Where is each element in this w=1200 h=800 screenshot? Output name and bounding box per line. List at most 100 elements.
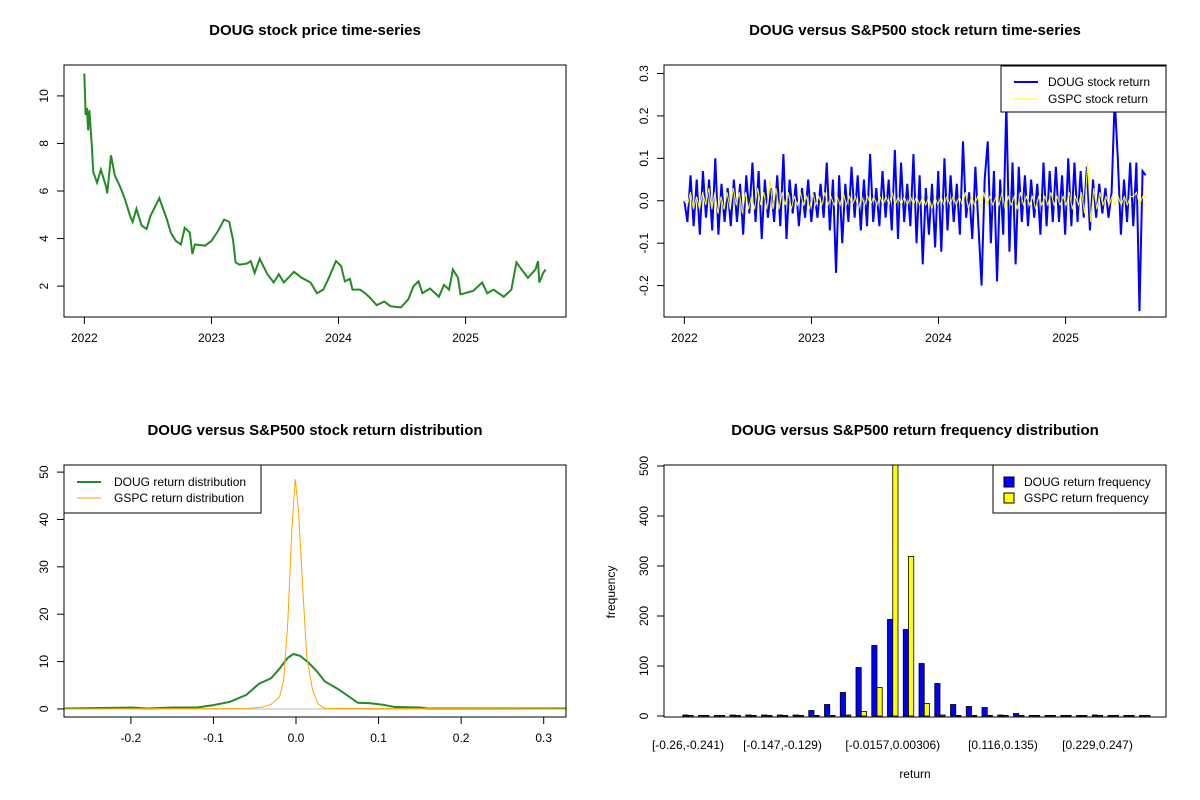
x-tick-label: 0.0	[288, 731, 305, 745]
gspc-frequency-bar	[782, 715, 789, 717]
legend-swatch-icon	[1003, 476, 1015, 488]
gspc-frequency-bar	[703, 715, 710, 717]
doug-frequency-bar	[855, 667, 862, 717]
doug-frequency-bar	[824, 704, 831, 717]
y-tick-label: 0.3	[637, 65, 651, 82]
doug-frequency-bar	[1028, 715, 1035, 717]
plot-frame	[63, 64, 567, 318]
doug-frequency-bar	[1013, 713, 1020, 717]
legend-box	[63, 464, 262, 514]
doug-frequency-bar	[981, 707, 988, 717]
gspc-frequency-bar	[719, 715, 726, 717]
legend-label: DOUG stock return	[1048, 75, 1150, 89]
gspc-frequency-bar	[845, 714, 852, 717]
x-tick-label: 2022	[71, 331, 98, 345]
x-tick-label: [-0.0157,0.00306)	[845, 738, 940, 752]
x-tick-label: [-0.26,-0.241)	[652, 738, 724, 752]
x-tick-label: 2023	[198, 331, 225, 345]
doug-frequency-bar	[1076, 715, 1083, 717]
doug-frequency-bar	[950, 704, 957, 717]
legend-swatch-icon	[1003, 492, 1015, 504]
panel-2: DOUG stock return GSPC stock return	[657, 64, 1167, 324]
y-tick-label: 100	[637, 656, 651, 676]
price-line	[83, 73, 547, 309]
doug-frequency-bar	[965, 706, 972, 717]
gspc-frequency-bar	[939, 714, 946, 717]
gspc-frequency-bar	[971, 715, 978, 717]
x-tick-label: 2024	[325, 331, 352, 345]
legend: DOUG return frequency GSPC return frequen…	[992, 464, 1167, 514]
doug-frequency-bar	[713, 715, 720, 717]
legend-label: DOUG return distribution	[114, 475, 246, 489]
x-tick-label: [0.229,0.247)	[1062, 738, 1133, 752]
legend: DOUG return distribution GSPC return dist…	[63, 464, 262, 514]
legend: DOUG stock return GSPC stock return	[1000, 65, 1167, 113]
x-tick-label: 2022	[671, 331, 698, 345]
y-tick-label: 6	[37, 187, 51, 194]
doug-frequency-bar	[902, 629, 909, 717]
gspc-frequency-bar	[955, 715, 962, 717]
y-tick-label: 0.0	[637, 192, 651, 209]
gspc-frequency-bar	[986, 715, 993, 717]
y-tick-label: 10	[37, 89, 51, 103]
y-tick-label: 0.2	[637, 107, 651, 124]
x-tick-label: 2025	[1052, 331, 1079, 345]
gspc-frequency-bar	[1018, 715, 1025, 717]
plot-frame	[663, 464, 1167, 718]
gspc-frequency-bar	[1065, 715, 1072, 717]
gspc-frequency-bar	[829, 715, 836, 717]
legend-label: GSPC return frequency	[1024, 491, 1149, 505]
doug-return-line	[683, 98, 1147, 312]
y-tick-label: 50	[37, 465, 51, 479]
gspc-frequency-bar	[923, 703, 930, 717]
doug-frequency-bar	[887, 619, 894, 717]
x-tick-label: -0.2	[121, 731, 142, 745]
gspc-frequency-bar	[797, 715, 804, 717]
chart-title: DOUG versus S&P500 stock return distribu…	[147, 422, 482, 439]
chart-title: DOUG versus S&P500 return frequency dist…	[731, 422, 1099, 439]
gspc-frequency-bar	[750, 715, 757, 717]
panel-3: DOUG return distribution GSPC return dist…	[57, 464, 567, 724]
doug-frequency-bar	[745, 714, 752, 717]
plot-frame	[63, 464, 567, 718]
gspc-frequency-bar	[687, 715, 694, 717]
x-tick-label: 2024	[925, 331, 952, 345]
legend-label: GSPC stock return	[1048, 92, 1148, 106]
gspc-frequency-bar	[908, 556, 915, 717]
doug-frequency-bar	[1060, 715, 1067, 717]
x-axis-label: return	[899, 767, 930, 781]
doug-frequency-bar	[729, 714, 736, 717]
y-tick-label: -0.1	[637, 233, 651, 254]
doug-frequency-bar	[934, 683, 941, 717]
y-tick-label: 20	[37, 607, 51, 621]
y-tick-label: 8	[37, 140, 51, 147]
y-tick-label: 40	[37, 512, 51, 526]
doug-frequency-bar	[1091, 714, 1098, 717]
y-tick-label: 0	[37, 705, 51, 712]
gspc-frequency-bar	[1144, 715, 1151, 717]
doug-frequency-bar	[1044, 715, 1051, 717]
plot-frame	[663, 64, 1167, 318]
doug-frequency-bar	[776, 714, 783, 717]
legend-label: DOUG return frequency	[1024, 475, 1151, 489]
x-tick-label: 0.1	[370, 731, 387, 745]
y-tick-label: 500	[637, 456, 651, 476]
legend-box	[1000, 65, 1167, 113]
gspc-frequency-bar	[876, 687, 883, 717]
gspc-frequency-bar	[813, 715, 820, 717]
panel-1	[57, 64, 567, 324]
x-tick-label: 2025	[452, 331, 479, 345]
gspc-frequency-bar	[1002, 715, 1009, 717]
doug-frequency-bar	[997, 714, 1004, 717]
y-tick-label: 0	[637, 712, 651, 719]
panel-4: DOUG return frequency GSPC return frequen…	[657, 464, 1167, 718]
doug-frequency-bar	[1107, 715, 1114, 717]
x-tick-label: [-0.147,-0.129)	[743, 738, 822, 752]
x-tick-label: -0.1	[203, 731, 224, 745]
doug-frequency-bar	[808, 710, 815, 717]
gspc-frequency-bar	[1097, 715, 1104, 717]
gspc-frequency-bar	[1081, 715, 1088, 717]
legend-label: GSPC return distribution	[114, 491, 244, 505]
gspc-frequency-bar	[1034, 715, 1041, 717]
